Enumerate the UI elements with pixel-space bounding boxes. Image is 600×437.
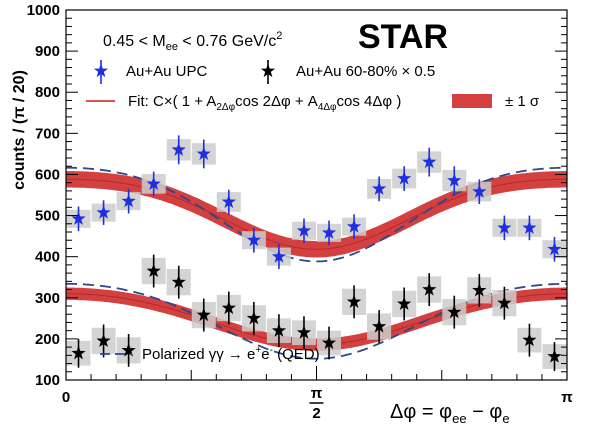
peripheral-point xyxy=(472,282,487,297)
experiment-label: STAR xyxy=(358,18,448,56)
peripheral-point xyxy=(221,300,236,315)
peripheral-point xyxy=(321,335,337,350)
peripheral-point xyxy=(422,282,437,296)
upc-point xyxy=(447,173,462,187)
data-points xyxy=(71,135,562,371)
x-tick-label: π xyxy=(561,389,573,406)
peripheral-point xyxy=(397,296,412,311)
fit-band xyxy=(66,287,567,351)
legend-peripheral-marker xyxy=(260,60,276,84)
legend: Au+Au UPC Au+Au 60-80% × 0.5 Fit: C×( 1 … xyxy=(86,60,540,363)
upc-point xyxy=(346,219,362,233)
peripheral-point xyxy=(522,332,537,347)
upc-point xyxy=(522,220,537,234)
upc-point xyxy=(171,142,186,156)
peripheral-point xyxy=(246,310,262,325)
y-tick-label: 300 xyxy=(35,290,60,307)
upc-point xyxy=(397,171,412,185)
peripheral-point xyxy=(71,345,86,360)
peripheral-point xyxy=(171,274,186,289)
upc-point xyxy=(271,249,287,263)
legend-upc-label: Au+Au UPC xyxy=(126,63,207,80)
peripheral-point xyxy=(96,333,111,348)
y-tick-label: 200 xyxy=(35,331,60,348)
peripheral-point xyxy=(371,319,387,333)
upc-point xyxy=(221,194,236,209)
legend-peripheral-label: Au+Au 60-80% × 0.5 xyxy=(296,63,435,80)
legend-peripheral-star xyxy=(260,63,276,78)
legend-qed-label: Polarized γγ → e+e- (QED) xyxy=(142,345,320,363)
x-tick-label: 0 xyxy=(62,389,70,406)
upc-point xyxy=(146,176,161,190)
upc-point xyxy=(121,193,136,208)
y-tick-label: 800 xyxy=(35,84,60,101)
peripheral-point xyxy=(121,342,136,357)
peripheral-point xyxy=(196,307,211,322)
upc-point xyxy=(71,211,86,225)
upc-point xyxy=(246,232,262,247)
upc-point xyxy=(547,241,562,256)
legend-upc-star xyxy=(93,63,109,78)
upc-point xyxy=(472,184,487,198)
peripheral-point xyxy=(296,325,312,339)
x-axis-title: Δφ = φee − φe xyxy=(390,401,510,426)
upc-point xyxy=(296,223,312,237)
axes: 100 200 300 400 500 600 700 800 900 1000 0 π 2 π xyxy=(27,2,574,422)
legend-band-label: ± 1 σ xyxy=(505,93,540,110)
legend-fit-label: Fit: C×( 1 + A2Δφcos 2Δφ + A4Δφcos 4Δφ ) xyxy=(128,93,401,113)
y-tick-label: 700 xyxy=(35,125,60,142)
peripheral-point xyxy=(146,263,161,278)
upc-point xyxy=(422,154,437,169)
y-tick-label: 500 xyxy=(35,208,60,225)
legend-band-swatch xyxy=(452,94,492,108)
qed-curves xyxy=(66,166,567,360)
upc-point xyxy=(96,205,111,219)
x-tick-label-denominator: 2 xyxy=(312,405,320,422)
peripheral-point xyxy=(447,304,462,319)
upc-point xyxy=(321,225,337,239)
upc-point xyxy=(497,220,512,234)
y-axis-title: counts / (π / 20) xyxy=(11,70,28,190)
y-tick-label: 900 xyxy=(35,43,60,60)
fit-band xyxy=(66,171,567,258)
y-tick-label: 100 xyxy=(35,372,60,389)
upc-point xyxy=(196,146,211,160)
peripheral-point xyxy=(346,294,362,308)
y-tick-label: 400 xyxy=(35,249,60,266)
fit-curve xyxy=(66,293,567,346)
peripheral-point xyxy=(547,349,562,363)
legend-upc-marker xyxy=(93,60,109,84)
kinematic-cut: 0.45 < Mee < 0.76 GeV/c2 xyxy=(103,30,282,53)
y-tick-label: 1000 xyxy=(27,2,60,19)
upc-point xyxy=(371,181,387,195)
x-tick-label: π xyxy=(311,385,323,402)
y-tick-label: 600 xyxy=(35,166,60,183)
peripheral-point xyxy=(497,295,512,310)
peripheral-point xyxy=(271,323,287,337)
